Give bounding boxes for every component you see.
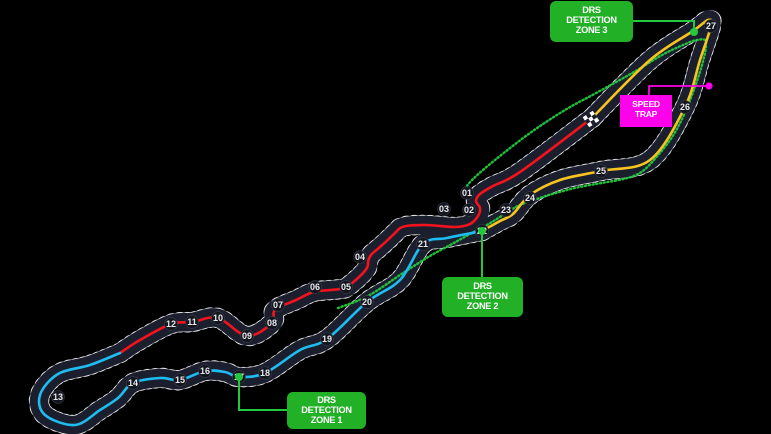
svg-text:DRS: DRS (582, 5, 601, 15)
svg-text:19: 19 (322, 334, 332, 344)
svg-text:09: 09 (242, 331, 252, 341)
svg-text:13: 13 (53, 392, 63, 402)
svg-text:DETECTION: DETECTION (301, 405, 352, 415)
svg-text:21: 21 (418, 239, 428, 249)
svg-text:10: 10 (213, 313, 223, 323)
svg-text:04: 04 (355, 252, 365, 262)
svg-text:18: 18 (260, 368, 270, 378)
svg-text:02: 02 (464, 205, 474, 215)
svg-text:05: 05 (341, 282, 351, 292)
svg-text:ZONE 2: ZONE 2 (467, 301, 499, 311)
svg-text:27: 27 (706, 21, 716, 31)
svg-text:12: 12 (166, 319, 176, 329)
svg-text:TRAP: TRAP (635, 109, 658, 119)
svg-text:16: 16 (200, 366, 210, 376)
svg-text:26: 26 (680, 102, 690, 112)
svg-text:DRS: DRS (473, 281, 492, 291)
svg-text:07: 07 (273, 300, 283, 310)
svg-text:DRS: DRS (317, 395, 336, 405)
svg-text:01: 01 (462, 188, 472, 198)
svg-text:25: 25 (596, 166, 606, 176)
svg-text:SPEED: SPEED (632, 99, 660, 109)
svg-text:11: 11 (187, 317, 197, 327)
svg-text:08: 08 (267, 318, 277, 328)
svg-text:14: 14 (128, 378, 138, 388)
svg-text:23: 23 (501, 205, 511, 215)
svg-text:DETECTION: DETECTION (566, 15, 617, 25)
svg-text:03: 03 (439, 204, 449, 214)
svg-text:20: 20 (362, 297, 372, 307)
svg-text:ZONE 3: ZONE 3 (576, 25, 608, 35)
svg-text:06: 06 (310, 282, 320, 292)
svg-text:15: 15 (175, 375, 185, 385)
svg-text:24: 24 (525, 193, 535, 203)
svg-text:DETECTION: DETECTION (457, 291, 508, 301)
svg-text:ZONE 1: ZONE 1 (311, 415, 343, 425)
